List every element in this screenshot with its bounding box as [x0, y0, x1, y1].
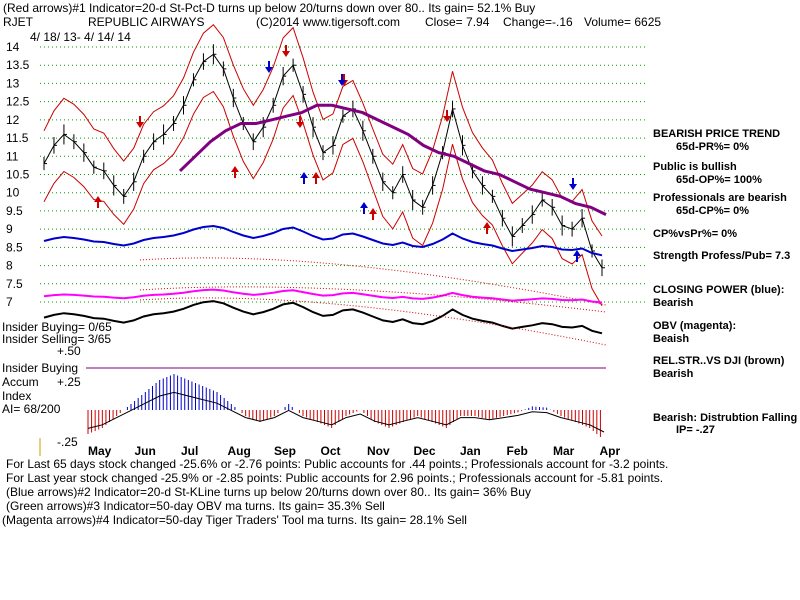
- date-range: 4/ 18/ 13- 4/ 14/ 14: [30, 30, 131, 44]
- y-tick-label: 7.5: [6, 277, 23, 291]
- insider-selling-count: Insider Selling= 3/65: [2, 332, 112, 346]
- signal-arrows: [94, 45, 581, 262]
- y-tick-label: 13.5: [6, 58, 30, 72]
- price-bars: [43, 44, 605, 277]
- cp-vs-pr: CP%vsPr%= 0%: [653, 228, 738, 240]
- change-value: Change=-.16: [503, 15, 573, 29]
- obv-value: Beaish: [653, 333, 690, 345]
- month-label: Nov: [367, 444, 390, 458]
- month-label: Aug: [228, 444, 251, 458]
- sell-arrow-icon: [569, 178, 577, 190]
- footer-line-5: (Magenta arrows)#4 Indicator=50-day Tige…: [2, 513, 467, 527]
- closing-power-value: Bearish: [653, 297, 694, 309]
- closing-power-ma: [139, 257, 607, 306]
- y-tick-label: 8: [6, 259, 13, 273]
- accum-plus25: +.25: [57, 375, 81, 389]
- month-label: Feb: [507, 444, 528, 458]
- month-label: Jun: [135, 444, 156, 458]
- volume-value: Volume= 6625: [584, 15, 662, 29]
- obv-title: OBV (magenta):: [653, 320, 737, 332]
- footer-line-1: For Last 65 days stock changed -25.6% or…: [6, 457, 669, 471]
- sell-arrow-icon: [265, 61, 273, 73]
- buy-arrow-icon: [231, 166, 239, 178]
- price-line: [43, 53, 603, 269]
- relstr-ma: [139, 297, 607, 346]
- buy-arrow-icon: [360, 202, 368, 214]
- y-tick-label: 11.5: [6, 131, 29, 145]
- copyright: (C)2014 www.tigersoft.com: [256, 15, 401, 29]
- indicator-1-line: (Red arrows)#1 Indicator=20-d St-Pct-D t…: [3, 1, 536, 15]
- accum-minus25: -.25: [57, 435, 78, 449]
- closing-power-line: [43, 224, 603, 257]
- buy-arrow-icon: [300, 172, 308, 184]
- month-label: Apr: [600, 444, 621, 458]
- y-tick-label: 13: [6, 76, 20, 90]
- public-value: 65d-OP%= 100%: [676, 174, 762, 186]
- y-tick-label: 9.5: [6, 204, 23, 218]
- sell-arrow-icon: [282, 45, 290, 57]
- month-label: Oct: [321, 444, 341, 458]
- month-label: May: [88, 444, 112, 458]
- y-tick-label: 10.5: [6, 168, 30, 182]
- trend-value: 65d-PR%= 0%: [676, 141, 750, 153]
- insider-buying-count: Insider Buying= 0/65: [2, 320, 112, 334]
- accum-bars: [87, 374, 601, 437]
- accum-plus50: +.50: [57, 344, 81, 358]
- relstr-line: [43, 300, 603, 335]
- buy-arrow-icon: [483, 222, 491, 234]
- obv-ma: [139, 286, 607, 313]
- ma-line: [178, 103, 607, 216]
- sell-arrow-icon: [136, 116, 144, 128]
- obv-line: [43, 288, 603, 304]
- public-title: Public is bullish: [653, 161, 737, 173]
- band-lower-line: [43, 90, 603, 307]
- buy-arrow-icon: [573, 250, 581, 262]
- sell-arrow-icon: [296, 116, 304, 128]
- relstr-title: REL.STR..VS DJI (brown): [653, 355, 785, 367]
- accum-ma-line: [87, 391, 605, 433]
- closing-power-title: CLOSING POWER (blue):: [653, 284, 785, 296]
- month-label: Dec: [414, 444, 436, 458]
- footer-line-2: For Last year stock changed -25.9% or -2…: [6, 471, 664, 485]
- y-tick-label: 10: [6, 186, 20, 200]
- company-name: REPUBLIC AIRWAYS: [88, 15, 205, 29]
- insider-buying-label: Insider Buying: [2, 361, 79, 375]
- y-tick-label: 11: [6, 149, 19, 163]
- accum-label: Accum: [2, 375, 39, 389]
- relstr-value: Bearish: [653, 368, 694, 380]
- ticker: RJET: [3, 15, 33, 29]
- ai-value: AI= 68/200: [2, 402, 61, 416]
- buy-arrow-icon: [94, 196, 102, 208]
- y-tick-label: 12: [6, 113, 20, 127]
- y-tick-label: 12.5: [6, 95, 30, 109]
- y-tick-label: 9: [6, 222, 13, 236]
- band-upper-line: [43, 23, 603, 237]
- y-tick-label: 14: [6, 40, 20, 54]
- professionals-value: 65d-CP%= 0%: [676, 205, 750, 217]
- month-label: Jan: [460, 444, 481, 458]
- close-value: Close= 7.94: [425, 15, 490, 29]
- month-labels: May Jun Jul Aug Sep Oct Nov Dec Jan Feb Mar Apr: [88, 444, 620, 458]
- sell-arrow-icon: [338, 74, 346, 86]
- buy-arrow-icon: [312, 172, 320, 184]
- month-label: Jul: [181, 444, 198, 458]
- y-tick-labels: 14 13.5 13 12.5 12 11.5 11 10.5 10 9.5 9 8.5 8 7.5 7: [6, 40, 30, 309]
- y-tick-label: 8.5: [6, 240, 23, 254]
- footer-line-4: (Green arrows)#3 Indicator=50-day OBV ma…: [6, 499, 385, 513]
- strength-profess-pub: Strength Profess/Pub= 7.3: [653, 250, 791, 262]
- professionals-title: Professionals are bearish: [653, 192, 787, 204]
- y-tick-label: 7: [6, 295, 13, 309]
- footer-line-3: (Blue arrows)#2 Indicator=20-d St-KLine …: [6, 485, 531, 499]
- sell-arrow-icon: [443, 110, 451, 122]
- distribution-value: IP= -.27: [676, 424, 715, 436]
- buy-arrow-icon: [369, 208, 377, 220]
- month-label: Sep: [274, 444, 296, 458]
- index-label: Index: [2, 389, 32, 403]
- month-label: Mar: [553, 444, 575, 458]
- trend-title: BEARISH PRICE TREND: [653, 128, 781, 140]
- distribution-title: Bearish: Distrubtion Falling: [653, 412, 798, 424]
